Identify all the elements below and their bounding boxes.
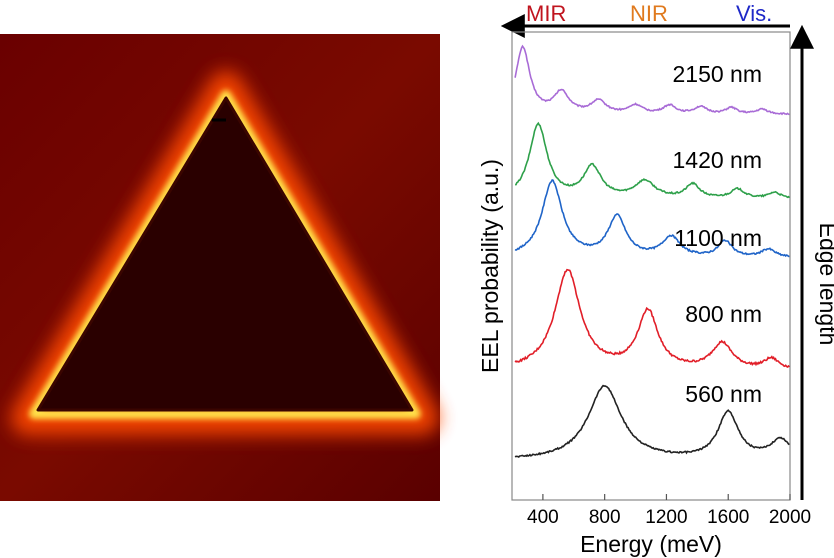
plot-frame [511,31,791,501]
region-label-vis: Vis. [736,1,772,26]
x-tick-label: 400 [527,507,559,528]
series-label-560-nm: 560 nm [685,381,762,407]
spectra-curves: 2150 nm 1420 nm 1100 nm 800 nm 560 nm [514,44,791,459]
spectrum-1100-nm [514,179,790,258]
series-label-1100-nm: 1100 nm [674,225,762,251]
x-ticks: 400 800 1200 1600 2000 [527,494,811,528]
eels-map-panel [0,34,440,501]
edge-length-label: Edge length [815,223,834,346]
spectrum-800-nm [514,268,790,368]
x-tick-label: 800 [589,507,621,528]
spectrum-560-nm [514,384,790,459]
x-tick-label: 1600 [707,507,749,528]
series-label-2150-nm: 2150 nm [672,61,762,87]
nanotriangle-body [36,96,414,412]
spectrum-2150-nm [514,44,790,116]
x-tick-label: 2000 [769,507,811,528]
spectrum-1420-nm [515,121,791,199]
spectra-panel: MIR NIR Vis. 2150 nm 1420 nm 1100 nm 800 nm… [477,1,834,557]
y-axis-label: EEL probability (a.u.) [477,159,503,373]
region-label-nir: NIR [630,1,668,26]
series-label-800-nm: 800 nm [685,301,762,327]
x-tick-label: 1200 [645,507,687,528]
region-label-mir: MIR [526,1,566,26]
x-axis-label: Energy (meV) [580,531,722,557]
series-label-1420-nm: 1420 nm [672,147,762,173]
